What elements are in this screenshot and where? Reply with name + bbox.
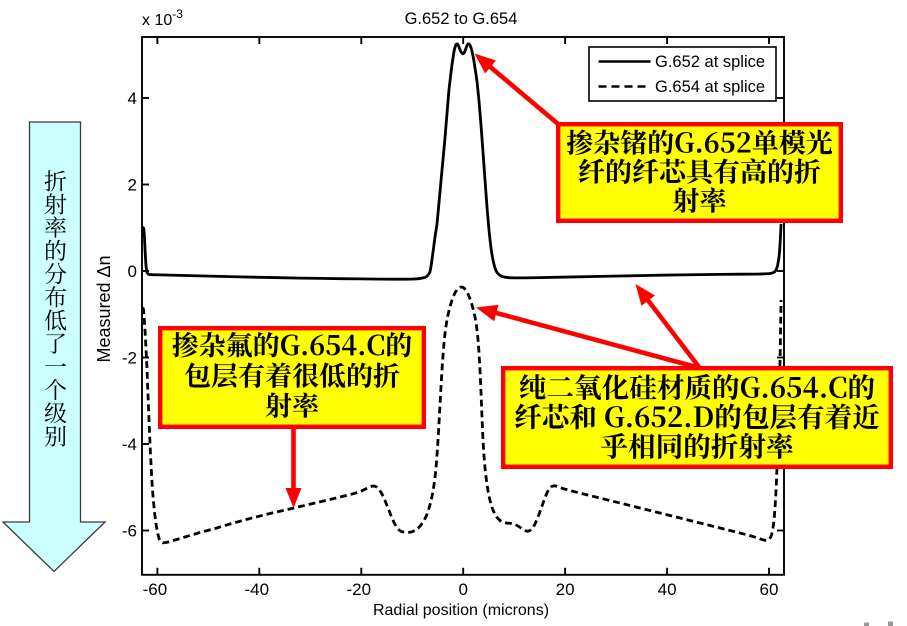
svg-text:-6: -6 (122, 522, 137, 541)
svg-text:0: 0 (458, 580, 467, 599)
svg-text:Measured Δn: Measured Δn (94, 255, 114, 362)
svg-text:G.652 at splice: G.652 at splice (655, 53, 765, 71)
svg-text:-4: -4 (122, 435, 137, 454)
svg-text:G.652 to G.654: G.652 to G.654 (405, 10, 518, 28)
svg-text:60: 60 (760, 580, 779, 599)
svg-text:4: 4 (128, 89, 137, 108)
svg-text:0: 0 (128, 262, 137, 281)
svg-text:40: 40 (658, 580, 677, 599)
svg-text:-2: -2 (122, 349, 137, 368)
svg-text:-20: -20 (347, 580, 372, 599)
svg-text:2: 2 (128, 176, 137, 195)
svg-text:-40: -40 (245, 580, 270, 599)
svg-text:x 10-3: x 10-3 (142, 7, 183, 29)
svg-text:Radial position (microns): Radial position (microns) (373, 602, 549, 619)
svg-text:-60: -60 (143, 580, 168, 599)
svg-text:G.654 at splice: G.654 at splice (655, 78, 765, 96)
svg-text:20: 20 (556, 580, 575, 599)
